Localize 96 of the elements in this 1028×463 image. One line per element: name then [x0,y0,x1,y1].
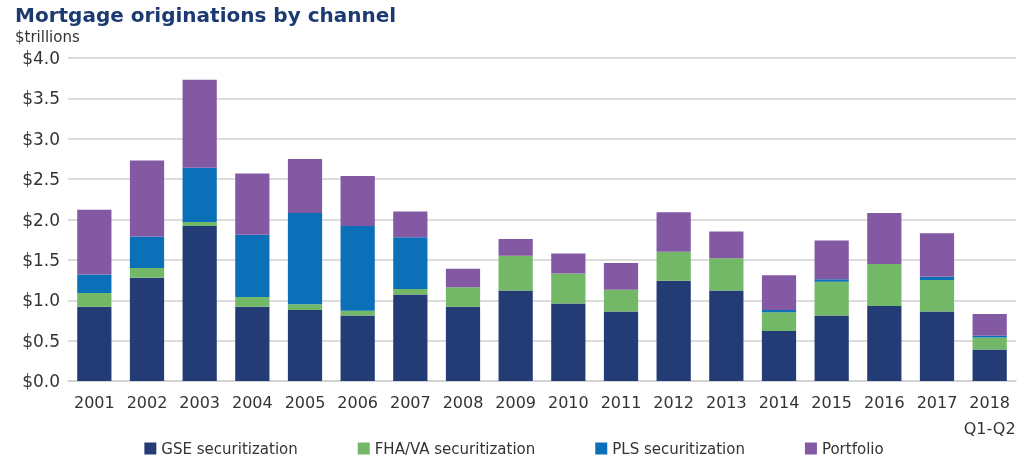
bar [709,231,744,259]
bar [603,289,639,312]
bar [919,276,955,281]
bar [761,330,797,381]
x-tick-label: 2016 [863,392,905,412]
bar [445,306,481,381]
x-tick-label: 2002 [126,392,168,412]
y-tick-label: $3.5 [22,88,60,109]
bar [972,313,1007,336]
bar [182,221,217,226]
bar [814,279,849,282]
bar [129,236,165,268]
y-tick-label: $0.0 [22,371,60,391]
bar [77,209,112,275]
y-tick-label: $2.5 [22,169,60,190]
bar [867,263,902,306]
x-tick-label: 2008 [442,392,484,412]
x-tick-label: 2005 [284,392,326,412]
bar [129,267,165,278]
bar [867,305,902,381]
bar [919,280,955,312]
legend-label: Portfolio [821,439,884,458]
bar [340,175,375,226]
bar [761,312,797,331]
x-tick-label: 2007 [389,392,431,412]
y-tick-label: $0.5 [22,330,60,351]
bar [814,240,849,280]
bar [445,268,481,288]
bar [867,213,902,264]
y-tick-label: $3.0 [22,128,60,149]
bar [235,173,270,235]
bar [972,349,1007,381]
bar [235,306,270,381]
bar [498,255,533,291]
x-tick-label: 2009 [495,392,537,412]
x-tick-label: 2013 [705,392,747,412]
x-tick-label: 2012 [653,392,695,412]
bar [393,211,428,238]
y-tick-label: $4.0 [22,48,60,68]
legend-label: FHA/VA securitization [374,439,536,458]
bar [656,280,691,381]
bar [393,294,428,381]
y-tick-label: $1.5 [22,249,60,270]
bar [551,253,586,274]
bar [972,337,1007,350]
x-tick-label: 2017 [916,392,958,412]
x-tick-label: 2006 [337,392,379,412]
bar [498,290,533,381]
bar [77,292,112,307]
x-tick-label: 2001 [73,392,115,412]
bar [287,304,323,310]
bar [182,225,217,381]
bar [287,309,323,381]
bar [919,233,955,277]
bar [709,258,744,291]
legend-label: PLS securitization [612,439,745,458]
bar [603,263,639,290]
legend-label: GSE securitization [161,439,298,458]
bar [498,238,533,256]
bar [129,277,165,381]
bar [551,273,586,304]
y-tick-label: $1.0 [22,290,60,311]
bar [340,310,375,316]
bar [287,158,323,214]
bar [235,297,270,307]
y-tick-label: $2.0 [22,209,60,230]
bar [340,225,375,311]
x-tick-label: 2011 [600,392,642,412]
x-tick-label: 2014 [758,392,800,412]
x-tick-label: 2004 [231,392,273,412]
x-tick-label: 2015 [811,392,853,412]
bar [393,288,428,295]
bar [445,287,481,307]
x-tick-label: 2010 [547,392,589,412]
bar [709,290,744,381]
chart-title: Mortgage originations by channel [15,3,397,27]
bar [182,79,217,168]
bar [393,237,428,289]
bar [551,303,586,381]
y-axis-title: $trillions [15,27,80,46]
bar [182,167,217,222]
bar [340,315,375,381]
bar [235,234,270,298]
bar [287,213,323,305]
bar [656,212,691,252]
bar [656,251,691,281]
x-tick-label: 2018 Q1-Q2 [963,392,1016,438]
bar [77,306,112,381]
bar [814,281,849,316]
bar [603,311,639,381]
bar [814,315,849,381]
bar [129,160,165,237]
bar [77,274,112,293]
bar [919,311,955,381]
x-tick-label: 2003 [179,392,221,412]
bar [761,275,797,310]
